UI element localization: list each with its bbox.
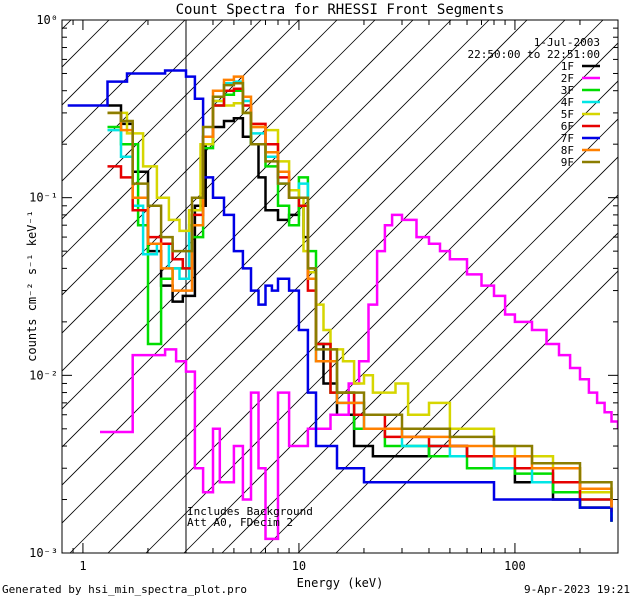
hatch-line — [62, 20, 300, 258]
hatch-line — [259, 194, 618, 553]
legend-label-2F: 2F — [561, 72, 574, 85]
series-1F — [107, 104, 613, 522]
series-2F — [100, 213, 618, 541]
hatch-line — [69, 20, 604, 553]
y-tick-label: 10⁰ — [36, 13, 58, 27]
legend-label-1F: 1F — [561, 60, 574, 73]
legend-label-9F: 9F — [561, 156, 574, 169]
series-9F — [107, 82, 613, 500]
footer-generated-by: Generated by hsi_min_spectra_plot.pro — [2, 583, 248, 596]
date-label: 1-Jul-2003 — [534, 36, 600, 49]
legend-label-3F: 3F — [561, 84, 574, 97]
plot-frame — [61, 19, 619, 554]
legend-label-7F: 7F — [561, 132, 574, 145]
hatch-line — [62, 20, 490, 448]
hatch-line — [62, 20, 528, 486]
hatch-line — [62, 20, 376, 334]
hatch-line — [297, 232, 618, 553]
hatch-line — [62, 20, 566, 524]
legend-label-4F: 4F — [561, 96, 574, 109]
y-tick-label: 10⁻³ — [29, 546, 58, 560]
hatch-line — [62, 20, 224, 182]
hatch-line — [62, 20, 262, 220]
y-tick-label: 10⁻¹ — [29, 191, 58, 205]
y-axis-label: counts cm⁻² s⁻¹ keV⁻¹ — [25, 210, 39, 362]
hatched-excluded-region — [62, 20, 618, 553]
time-range-label: 22:50:00 to 22:51:00 — [468, 48, 600, 61]
chart-title: Count Spectra for RHESSI Front Segments — [176, 2, 505, 18]
footer-timestamp: 9-Apr-2023 19:21 — [524, 583, 630, 596]
x-tick-label: 100 — [504, 559, 526, 573]
series-8F — [107, 75, 613, 508]
legend-label-8F: 8F — [561, 144, 574, 157]
hatch-line — [62, 20, 414, 372]
x-tick-label: 1 — [79, 559, 86, 573]
hatch-line — [221, 156, 618, 553]
hatch-line — [62, 20, 338, 296]
y-tick-label: 10⁻² — [29, 368, 58, 382]
hatch-line — [335, 270, 618, 553]
annotation-attenuator: Att A0, FDecim 2 — [187, 516, 293, 529]
hatch-line — [183, 118, 618, 553]
annotation-background: Includes Background — [187, 505, 313, 518]
hatch-line — [62, 20, 186, 144]
hatch-line — [62, 20, 110, 68]
series-7F — [67, 69, 613, 522]
x-tick-label: 10 — [292, 559, 306, 573]
legend-label-6F: 6F — [561, 120, 574, 133]
hatch-line — [62, 20, 452, 410]
hatch-line — [107, 42, 618, 553]
x-axis-label: Energy (keV) — [297, 576, 384, 590]
legend-label-5F: 5F — [561, 108, 574, 121]
